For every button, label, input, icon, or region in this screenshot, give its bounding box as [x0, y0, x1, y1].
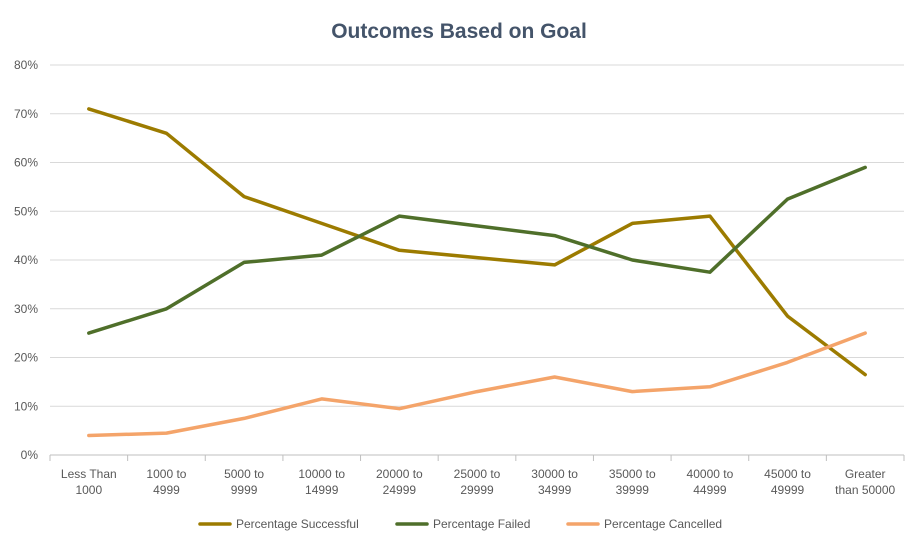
x-tick-label: 40000 to 44999: [687, 467, 734, 497]
x-tick-label-line: 10000 to: [298, 467, 345, 481]
series-line-3: [87, 331, 867, 438]
y-tick-label: 70%: [14, 107, 38, 121]
y-tick-label: 40%: [14, 253, 38, 267]
y-tick-label: 0%: [21, 448, 39, 462]
series-line-1: [87, 107, 867, 377]
x-tick-label-line: 1000: [75, 483, 102, 497]
x-tick-label: 45000 to 49999: [764, 467, 811, 497]
x-axis-ticks: Less Than 1000 1000 to 4999 5000 to 9999 10000…: [61, 467, 896, 497]
x-tick-label-line: 9999: [231, 483, 258, 497]
x-tick-label-line: 44999: [693, 483, 727, 497]
series-line-2: [87, 165, 867, 335]
y-tick-label: 20%: [14, 351, 38, 365]
x-axis: [49, 454, 905, 461]
x-tick-label-line: 20000 to: [376, 467, 423, 481]
x-tick-label-line: 4999: [153, 483, 180, 497]
x-tick-label: Greater than 50000: [835, 467, 895, 497]
x-tick-label-line: 14999: [305, 483, 339, 497]
x-tick-label-line: 1000 to: [146, 467, 186, 481]
x-tick-label-line: 30000 to: [531, 467, 578, 481]
x-tick-label-line: than 50000: [835, 483, 895, 497]
x-tick-label: 10000 to 14999: [298, 467, 345, 497]
series-lines: [87, 107, 867, 438]
x-tick-label-line: 39999: [616, 483, 650, 497]
x-tick-label: 5000 to 9999: [224, 467, 264, 497]
x-tick-label-line: 49999: [771, 483, 805, 497]
x-tick-label-line: Less Than: [61, 467, 117, 481]
y-tick-label: 10%: [14, 399, 38, 413]
legend-label: Percentage Successful: [236, 517, 359, 531]
legend-label: Percentage Cancelled: [604, 517, 722, 531]
x-tick-label-line: 5000 to: [224, 467, 264, 481]
x-tick-label-line: 35000 to: [609, 467, 656, 481]
legend-label: Percentage Failed: [433, 517, 530, 531]
y-tick-label: 80%: [14, 58, 38, 72]
x-tick-label-line: 40000 to: [687, 467, 734, 481]
x-tick-label: 1000 to 4999: [146, 467, 186, 497]
x-tick-label: 20000 to 24999: [376, 467, 423, 497]
x-tick-label: 30000 to 34999: [531, 467, 578, 497]
y-tick-label: 50%: [14, 204, 38, 218]
y-tick-label: 60%: [14, 156, 38, 170]
x-tick-label-line: Greater: [845, 467, 886, 481]
x-tick-label: 25000 to 29999: [454, 467, 501, 497]
x-tick-label-line: 34999: [538, 483, 572, 497]
x-tick-label-line: 25000 to: [454, 467, 501, 481]
y-axis-ticks: 0% 10% 20% 30% 40% 50% 60% 70% 80%: [14, 58, 38, 462]
legend: Percentage Successful Percentage Failed Pe…: [198, 517, 722, 531]
x-tick-label: Less Than 1000: [61, 467, 117, 497]
gridlines: [50, 64, 904, 407]
x-tick-label-line: 29999: [460, 483, 494, 497]
chart-title: Outcomes Based on Goal: [331, 20, 587, 43]
x-tick-label-line: 45000 to: [764, 467, 811, 481]
x-tick-label-line: 24999: [383, 483, 417, 497]
y-tick-label: 30%: [14, 302, 38, 316]
x-tick-label: 35000 to 39999: [609, 467, 656, 497]
